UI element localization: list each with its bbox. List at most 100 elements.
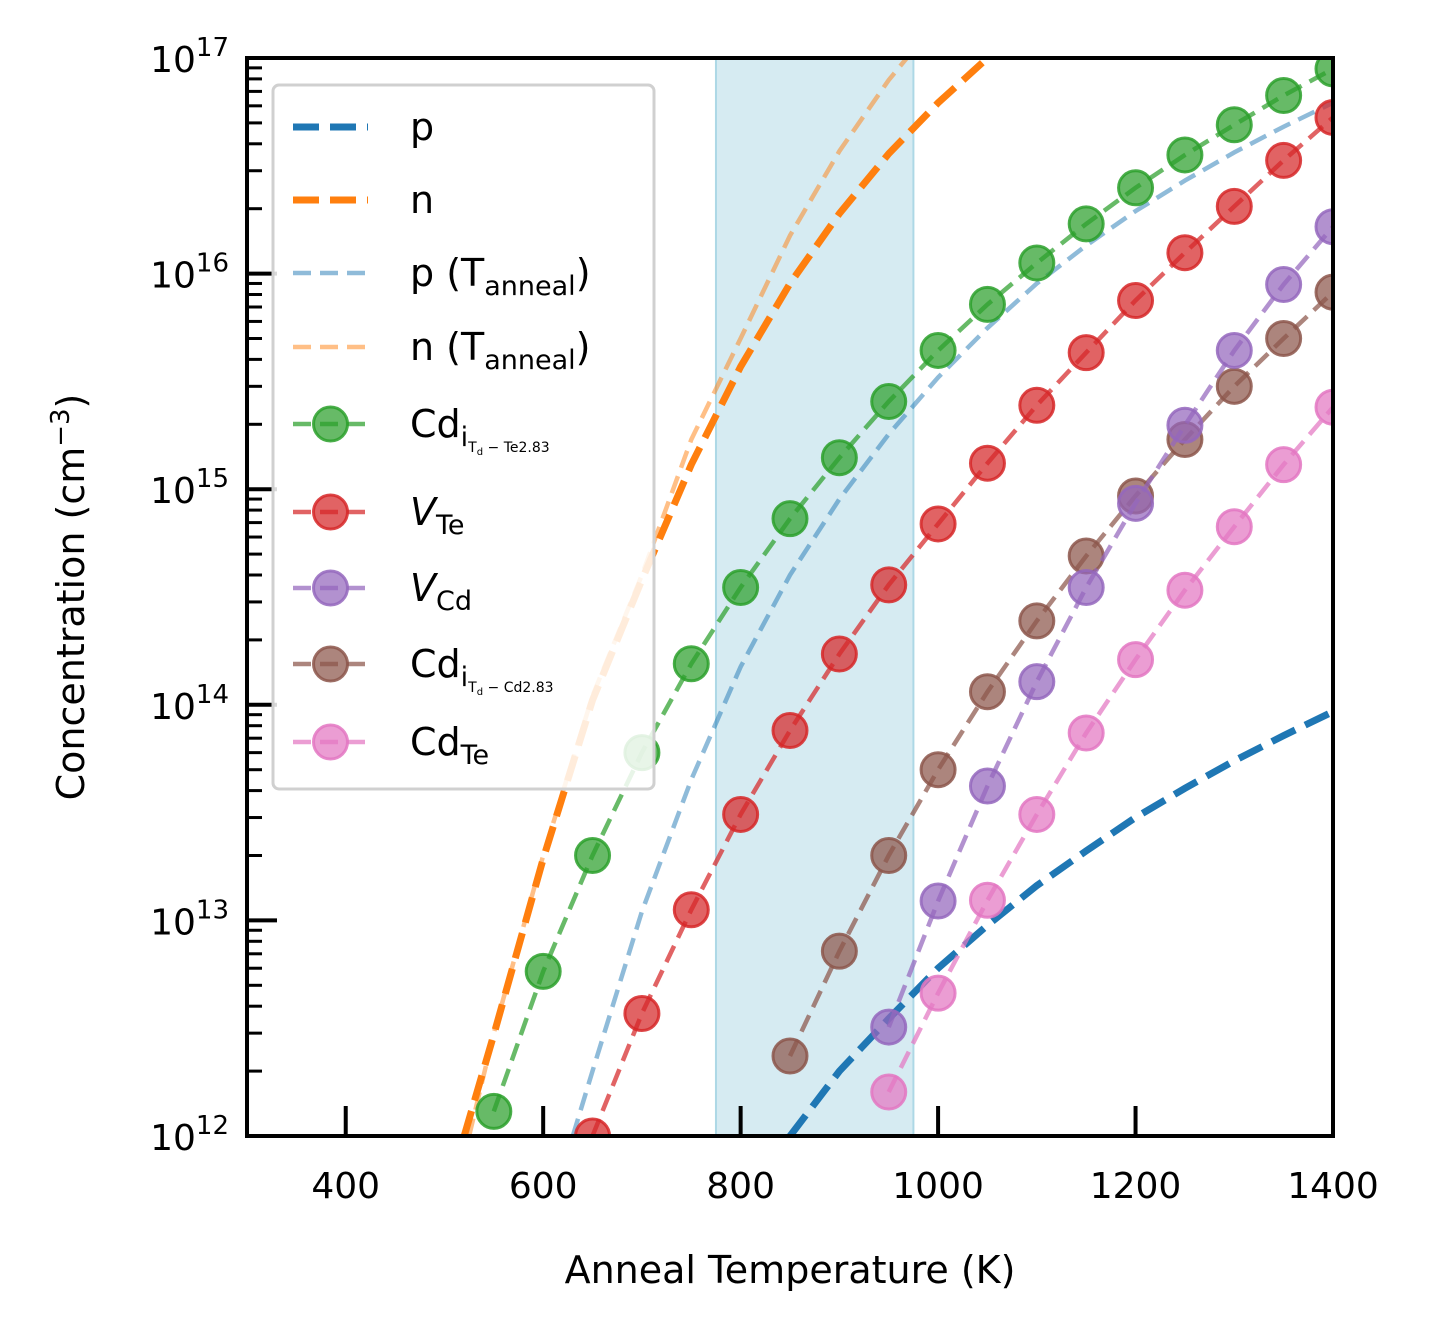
data-point-vte: [1215, 187, 1253, 225]
legend-label-vcd: VCd: [410, 566, 472, 617]
y-axis-label-close: ): [49, 394, 93, 409]
data-point-cdte: [1314, 388, 1333, 426]
x-tick-label: 1000: [892, 1166, 984, 1207]
data-point-vte: [1314, 98, 1333, 136]
data-point-vte: [771, 711, 809, 749]
data-point-vte: [968, 444, 1006, 482]
data-point-vcd: [1314, 208, 1333, 246]
data-point-cdi_cd: [1018, 602, 1056, 640]
legend-label-main: V: [410, 490, 439, 534]
legend-label-main: Cd: [410, 642, 461, 686]
data-point-cdi_te: [524, 952, 562, 990]
data-point-vte: [623, 994, 661, 1032]
data-point-cdi_te: [722, 568, 760, 606]
legend-label-nT: n (Tanneal): [410, 325, 590, 376]
y-tick-label: 1017: [150, 33, 229, 81]
y-tick-label: 1012: [150, 1111, 229, 1159]
legend-label-cdte: CdTe: [410, 720, 489, 771]
y-tick-exponent: 16: [196, 249, 229, 279]
y-axis-label: Concentration (cm−3): [46, 394, 93, 801]
data-point-vcd: [968, 767, 1006, 805]
y-tick-exponent: 13: [196, 895, 229, 925]
y-tick-base: 10: [150, 471, 196, 512]
legend-label-subsubsub: d: [477, 447, 483, 458]
data-point-cdte: [968, 881, 1006, 919]
legend-label-sub: anneal: [484, 345, 575, 376]
y-tick-label: 1013: [150, 895, 229, 943]
series-line-p: [787, 708, 1333, 1136]
legend-label-sub: i: [461, 422, 469, 453]
data-point-cdi_te: [919, 331, 957, 369]
x-tick-label: 400: [311, 1166, 380, 1207]
y-tick-base: 10: [150, 1118, 196, 1159]
y-tick-exponent: 12: [196, 1111, 229, 1141]
x-tick-label: 1200: [1090, 1166, 1182, 1207]
data-point-cdi_te: [1215, 106, 1253, 144]
legend-label-vte: VTe: [410, 490, 465, 541]
legend-label-sub: Te: [435, 510, 465, 541]
legend-label-cdi_te: CdiTd − Te2.83: [410, 402, 550, 458]
data-point-cdi_cd: [968, 673, 1006, 711]
y-tick-base: 10: [150, 40, 196, 81]
data-point-vte: [722, 795, 760, 833]
series-line-nT: [466, 58, 910, 1136]
data-point-cdi_te: [1314, 58, 1333, 88]
y-axis-label-exponent: −3: [46, 408, 76, 446]
x-tick-label: 1400: [1287, 1166, 1379, 1207]
legend-label-main: n (T: [410, 325, 485, 369]
data-point-vcd: [1018, 663, 1056, 701]
data-point-cdi_cd: [870, 836, 908, 874]
legend-label-main: V: [410, 566, 439, 610]
data-point-cdi_te: [1166, 136, 1204, 174]
data-point-vcd: [1265, 266, 1303, 304]
data-point-cdte: [919, 974, 957, 1012]
legend-label-close: ): [576, 251, 591, 295]
y-tick-base: 10: [150, 256, 196, 297]
data-point-vte: [1067, 334, 1105, 372]
legend-label-cdi_cd: CdiTd − Cd2.83: [410, 642, 554, 698]
data-point-vte: [1166, 234, 1204, 272]
data-point-cdte: [1117, 641, 1155, 679]
data-point-vte: [1018, 386, 1056, 424]
data-point-vcd: [1166, 406, 1204, 444]
legend-marker-cdi_te: [312, 405, 349, 443]
y-tick-base: 10: [150, 902, 196, 943]
series-line-cdte: [886, 405, 1333, 1094]
legend-label-main: p: [410, 105, 434, 149]
legend-label-close: ): [576, 325, 591, 369]
series-line-vcd: [886, 225, 1333, 1028]
y-tick-exponent: 15: [196, 464, 229, 494]
legend-marker-cdte: [312, 723, 349, 761]
legend-marker-vcd: [312, 569, 349, 607]
legend-label-main: n: [410, 178, 434, 222]
legend-label-sub: i: [461, 662, 469, 693]
data-point-vte: [870, 566, 908, 604]
y-tick-exponent: 17: [196, 33, 229, 63]
legend-marker-vte: [312, 493, 349, 531]
data-point-cdte: [1018, 795, 1056, 833]
data-point-cdi_te: [968, 285, 1006, 323]
y-tick-label: 1016: [150, 249, 229, 297]
data-point-cdi_te: [1265, 76, 1303, 114]
legend-label-main: p (T: [410, 251, 485, 295]
data-point-vcd: [870, 1008, 908, 1046]
data-point-vte: [1265, 141, 1303, 179]
data-point-vcd: [1067, 568, 1105, 606]
data-point-vte: [574, 1117, 612, 1136]
data-point-cdi_cd: [1215, 367, 1253, 405]
plot-frame: [245, 56, 1335, 1138]
y-tick-base: 10: [150, 687, 196, 728]
legend-label-sub: anneal: [484, 271, 575, 302]
data-point-cdi_te: [1067, 205, 1105, 243]
data-point-vte: [919, 505, 957, 543]
data-point-cdi_te: [1117, 169, 1155, 207]
data-point-cdi_cd: [919, 751, 957, 789]
data-point-cdi_te: [870, 383, 908, 421]
data-point-cdi_te: [771, 500, 809, 538]
data-point-cdi_te: [475, 1092, 513, 1130]
data-point-cdi_cd: [820, 932, 858, 970]
data-point-vte: [1117, 282, 1155, 320]
data-point-cdi_te: [1018, 244, 1056, 282]
data-point-cdi_cd: [771, 1037, 809, 1075]
legend-marker-cdi_cd: [312, 645, 349, 683]
